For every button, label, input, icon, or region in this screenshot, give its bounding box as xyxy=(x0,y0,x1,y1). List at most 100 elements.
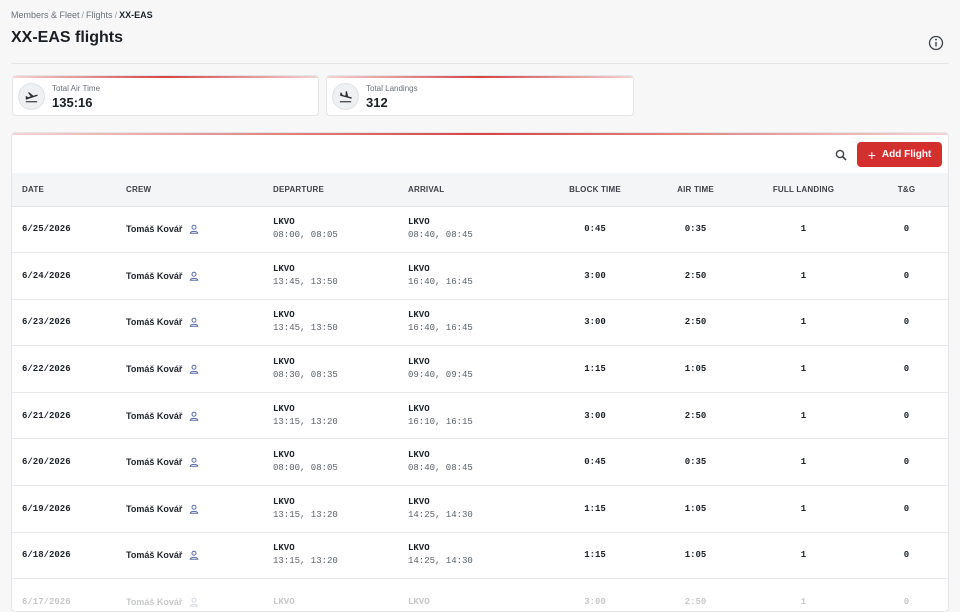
breadcrumb-current: XX-EAS xyxy=(119,10,153,20)
cell-crew: Tomáš Kovář xyxy=(126,579,273,611)
add-flight-button[interactable]: + Add Flight xyxy=(857,142,942,167)
arrival-airport: LKVO xyxy=(408,217,430,228)
person-icon xyxy=(189,224,199,235)
cell-arrival: LKVO 08:40, 08:45 xyxy=(408,206,543,253)
departure-airport: LKVO xyxy=(273,403,295,414)
arrival-airport: LKVO xyxy=(408,450,430,461)
departure-airport: LKVO xyxy=(273,357,295,368)
person-icon xyxy=(189,271,199,281)
cell-block-time: 1:15 xyxy=(584,364,606,375)
cell-block-time: 3:00 xyxy=(584,317,606,328)
cell-air-time: 1:05 xyxy=(684,550,707,561)
cell-date: 6/17/2026 xyxy=(22,597,71,608)
table-row[interactable]: 6/17/2026 Tomáš Kovář LKVO LKVO 3:00 2:50 1 0 xyxy=(12,579,948,611)
info-icon[interactable] xyxy=(927,34,945,52)
cell-date: 6/20/2026 xyxy=(22,457,71,468)
cell-date: 6/25/2026 xyxy=(22,224,71,235)
cell-departure: LKVO 08:00, 08:05 xyxy=(273,206,408,253)
person-icon xyxy=(189,597,199,607)
crew-name[interactable]: Tomáš Kovář xyxy=(126,550,183,561)
stat-card-landings: Total Landings 312 xyxy=(326,75,634,116)
cell-air-time: 0:35 xyxy=(684,224,707,235)
cell-tg: 0 xyxy=(903,503,910,514)
column-header-arrival[interactable]: ARRIVAL xyxy=(408,173,543,207)
table-row[interactable]: 6/24/2026 Tomáš Kovář LKVO 13:45, 13:50 LKVO… xyxy=(12,253,948,300)
cell-tg: 0 xyxy=(903,410,910,421)
column-header-crew[interactable]: CREW xyxy=(126,173,273,207)
table-row[interactable]: 6/18/2026 Tomáš Kovář LKVO 13:15, 13:20 LKVO… xyxy=(12,532,948,579)
cell-arrival: LKVO 16:40, 16:45 xyxy=(408,299,543,346)
table-row[interactable]: 6/20/2026 Tomáš Kovář LKVO 08:00, 08:05 LKVO… xyxy=(12,439,948,486)
crew-name[interactable]: Tomáš Kovář xyxy=(126,364,183,375)
cell-full-landing: 1 xyxy=(800,410,807,421)
column-header-tg[interactable]: T&G xyxy=(863,173,948,207)
crew-name[interactable]: Tomáš Kovář xyxy=(126,457,183,468)
crew-name[interactable]: Tomáš Kovář xyxy=(126,503,183,514)
table-row[interactable]: 6/22/2026 Tomáš Kovář LKVO 08:30, 08:35 LKVO… xyxy=(12,346,948,393)
cell-air-time: 0:35 xyxy=(684,457,707,468)
cell-departure: LKVO 08:00, 08:05 xyxy=(273,439,408,486)
arrival-airport: LKVO xyxy=(408,596,430,607)
column-header-date[interactable]: DATE xyxy=(12,173,126,207)
cell-departure: LKVO 13:45, 13:50 xyxy=(273,299,408,346)
column-header-block-time[interactable]: BLOCK TIME xyxy=(543,173,647,207)
cell-arrival: LKVO 14:25, 14:30 xyxy=(408,486,543,533)
cell-crew: Tomáš Kovář xyxy=(126,486,273,533)
arrival-times: 16:40, 16:45 xyxy=(408,323,473,334)
cell-date: 6/21/2026 xyxy=(22,410,71,421)
person-icon xyxy=(189,457,199,468)
person-icon xyxy=(189,550,199,561)
breadcrumb-members-link[interactable]: Members & Fleet xyxy=(11,10,80,20)
cell-crew: Tomáš Kovář xyxy=(126,346,273,393)
cell-full-landing: 1 xyxy=(800,597,807,608)
arrival-times: 16:10, 16:15 xyxy=(408,416,473,427)
flights-table: DATE CREW DEPARTURE ARRIVAL BLOCK TIME A… xyxy=(12,173,948,611)
cell-departure: LKVO xyxy=(273,579,408,611)
add-flight-label: Add Flight xyxy=(881,149,932,160)
search-icon[interactable] xyxy=(828,143,854,167)
table-row[interactable]: 6/23/2026 Tomáš Kovář LKVO 13:45, 13:50 LKVO… xyxy=(12,299,948,346)
cell-tg: 0 xyxy=(903,457,910,468)
arrival-times: 14:25, 14:30 xyxy=(408,509,473,520)
departure-times: 08:00, 08:05 xyxy=(273,230,338,241)
departure-times: 13:45, 13:50 xyxy=(273,276,338,287)
departure-times: 13:45, 13:50 xyxy=(273,323,338,334)
breadcrumb-flights-link[interactable]: Flights xyxy=(86,10,113,20)
cell-date: 6/19/2026 xyxy=(22,503,71,514)
person-icon xyxy=(189,411,199,421)
breadcrumb-separator: / xyxy=(114,10,118,20)
stat-label: Total Landings xyxy=(366,84,418,93)
cell-tg: 0 xyxy=(903,597,910,608)
table-row[interactable]: 6/25/2026 Tomáš Kovář LKVO 08:00, 08:05 LKVO… xyxy=(12,206,948,253)
column-header-departure[interactable]: DEPARTURE xyxy=(273,173,408,207)
person-icon xyxy=(189,317,199,328)
departure-airport: LKVO xyxy=(273,450,295,461)
crew-name[interactable]: Tomáš Kovář xyxy=(126,410,183,421)
cell-departure: LKVO 13:15, 13:20 xyxy=(273,486,408,533)
table-row[interactable]: 6/21/2026 Tomáš Kovář LKVO 13:15, 13:20 LKVO… xyxy=(12,392,948,439)
crew-name[interactable]: Tomáš Kovář xyxy=(126,270,183,281)
crew-name[interactable]: Tomáš Kovář xyxy=(126,224,183,235)
cell-arrival: LKVO 16:40, 16:45 xyxy=(408,253,543,300)
plus-icon: + xyxy=(867,146,876,163)
table-row[interactable]: 6/19/2026 Tomáš Kovář LKVO 13:15, 13:20 LKVO… xyxy=(12,486,948,533)
cell-crew: Tomáš Kovář xyxy=(126,206,273,253)
arrival-airport: LKVO xyxy=(408,543,430,554)
cell-departure: LKVO 13:15, 13:20 xyxy=(273,392,408,439)
cell-crew: Tomáš Kovář xyxy=(126,253,273,300)
cell-full-landing: 1 xyxy=(800,550,807,561)
cell-block-time: 3:00 xyxy=(584,597,606,608)
cell-air-time: 1:05 xyxy=(684,364,707,375)
column-header-air-time[interactable]: AIR TIME xyxy=(647,173,744,207)
page-title: XX-EAS flights xyxy=(11,29,124,46)
column-header-full-landing[interactable]: FULL LANDING xyxy=(744,173,863,207)
crew-name[interactable]: Tomáš Kovář xyxy=(126,597,183,608)
flights-table-card: + Add Flight DATE CREW DEPARTURE ARRIVAL… xyxy=(11,132,949,612)
cell-arrival: LKVO 09:40, 09:45 xyxy=(408,346,543,393)
cell-tg: 0 xyxy=(903,364,910,375)
crew-name[interactable]: Tomáš Kovář xyxy=(126,317,183,328)
cell-block-time: 1:15 xyxy=(584,503,606,514)
cell-crew: Tomáš Kovář xyxy=(126,299,273,346)
table-header-row: DATE CREW DEPARTURE ARRIVAL BLOCK TIME A… xyxy=(12,173,948,207)
arrival-airport: LKVO xyxy=(408,496,430,507)
